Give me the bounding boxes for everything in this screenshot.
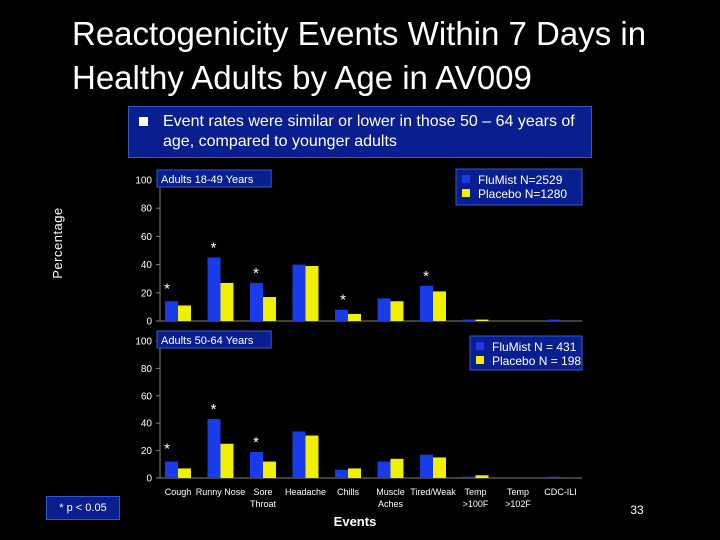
significance-star: * [423,268,429,285]
bullet-square-icon [139,117,148,126]
x-axis-title: Events [333,514,377,529]
legend-swatch [476,342,484,350]
y-tick-label: 40 [141,260,153,271]
y-tick-label: 0 [146,317,152,328]
footnote-box: * p < 0.05 [46,496,120,520]
panel-title: Adults 18-49 Years [161,174,254,186]
category-label: Muscle [376,487,405,497]
significance-star: * [164,441,170,458]
flumist-bar [335,469,348,478]
y-tick-label: 60 [141,391,153,402]
flumist-bar [292,431,306,478]
flumist-bar [250,282,263,321]
significance-star: * [253,265,259,282]
legend-swatch [476,356,484,364]
y-tick-label: 60 [141,232,153,243]
flumist-bar [420,454,433,478]
y-tick-label: 40 [141,419,153,430]
placebo-bar [475,319,489,321]
flumist-bar [207,419,221,478]
category-label: >102F [505,499,531,509]
placebo-bar [220,282,234,321]
category-label: Headache [285,487,326,497]
legend-box [469,335,583,371]
bullet-text: Event rates were similar or lower in tho… [163,113,575,150]
category-label: Sore [253,487,272,497]
panel-title-box [156,169,272,188]
placebo-bar [305,266,319,321]
flumist-bar [165,301,178,321]
category-label: Throat [250,499,277,509]
y-tick-label: 20 [141,288,153,299]
category-label: Runny Nose [196,487,246,497]
y-tick-label: 20 [141,446,153,457]
placebo-bar [263,461,276,478]
bullet-box: Event rates were similar or lower in tho… [128,106,592,158]
y-tick-label: 0 [146,474,152,485]
legend-label: FluMist N=2529 [478,173,563,187]
flumist-bar [547,319,561,321]
placebo-bar [305,435,319,478]
placebo-bar [475,475,489,478]
placebo-bar [433,291,446,321]
y-tick-label: 100 [135,337,152,348]
flumist-bar [250,451,263,478]
y-tick-label: 80 [141,364,153,375]
category-label: CDC-ILI [544,487,577,497]
placebo-bar [390,458,404,478]
category-label: Cough [165,487,192,497]
placebo-bar [433,457,446,478]
placebo-bar [220,443,234,478]
flumist-bar [292,264,306,321]
significance-star: * [211,401,217,418]
flumist-bar [462,476,476,478]
legend-swatch [462,175,470,183]
placebo-bar [178,305,191,321]
slide-title: Reactogenicity Events Within 7 Days in H… [72,15,647,96]
category-label: Tired/Weak [410,487,456,497]
flumist-bar [377,298,391,321]
legend-label: Placebo N = 198 [492,354,581,368]
y-tick-label: 80 [141,204,153,215]
flumist-bar [462,319,476,321]
legend-box [455,168,583,206]
significance-star: * [164,280,170,297]
flumist-bar [207,257,221,321]
flumist-bar [547,476,561,478]
flumist-bar [335,309,348,321]
significance-star: * [253,434,259,451]
category-label: Aches [378,499,404,509]
flumist-bar [377,461,391,478]
page-number: 33 [630,503,644,517]
category-label: Temp [507,487,529,497]
flumist-bar [420,285,433,321]
significance-star: * [211,240,217,257]
category-label: Chills [337,487,360,497]
legend-label: FluMist N = 431 [492,340,577,354]
panel-title: Adults 50-64 Years [161,335,254,347]
panel-title-box [156,330,272,349]
placebo-bar [263,297,276,321]
category-label: >100F [463,499,489,509]
y-tick-label: 100 [135,176,152,187]
placebo-bar [348,313,361,321]
significance-star: * [340,292,346,309]
legend-label: Placebo N=1280 [478,187,567,201]
flumist-bar [165,461,178,478]
placebo-bar [178,468,191,478]
category-label: Temp [464,487,486,497]
legend-swatch [462,189,470,197]
placebo-bar [390,301,404,321]
placebo-bar [348,468,361,478]
